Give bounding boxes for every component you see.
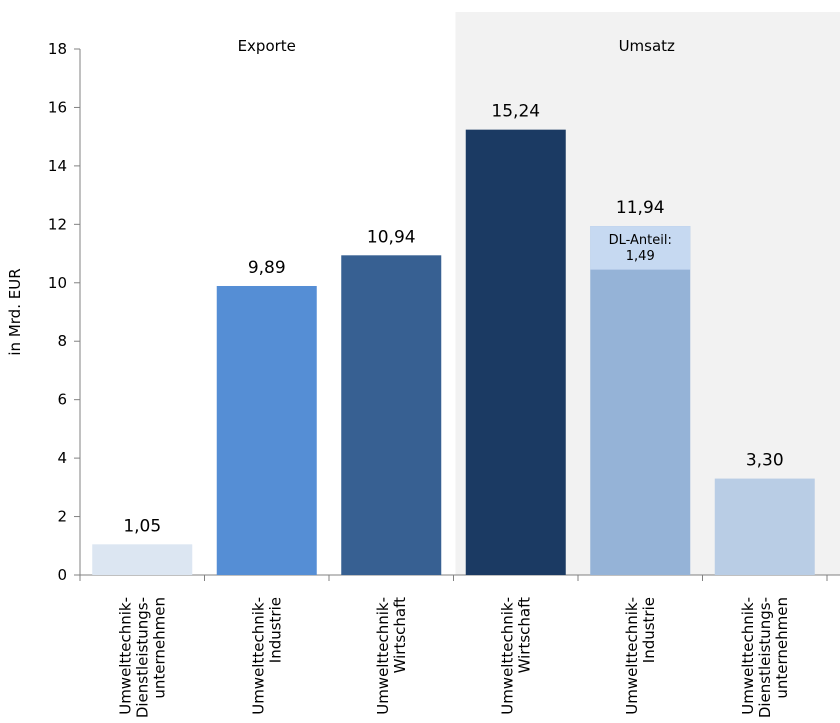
- data-label: 10,94: [367, 227, 416, 247]
- segment-label: 1,49: [626, 249, 655, 264]
- y-tick-label: 14: [48, 157, 67, 175]
- data-label: 3,30: [746, 451, 784, 471]
- category-label: unternehmen: [773, 597, 791, 699]
- y-tick-label: 4: [57, 449, 67, 467]
- segment-label: DL-Anteil:: [609, 233, 672, 248]
- y-tick-label: 6: [57, 391, 67, 409]
- bar: [590, 226, 691, 575]
- y-tick-label: 0: [57, 566, 67, 584]
- category-label: Umwelttechnik-: [739, 597, 757, 715]
- category-label: Umwelttechnik-: [374, 597, 392, 715]
- y-tick-label: 10: [48, 274, 67, 292]
- category-label: Wirtschaft: [515, 597, 533, 673]
- y-axis-title: in Mrd. EUR: [6, 268, 24, 355]
- data-label: 9,89: [248, 258, 286, 278]
- bar: [714, 478, 815, 575]
- bar: [465, 129, 566, 576]
- y-tick-label: 16: [48, 98, 67, 116]
- category-label: Umwelttechnik-: [116, 597, 134, 715]
- group-label-exporte: Exporte: [238, 37, 296, 55]
- category-label: Dienstleistungs-: [133, 597, 151, 718]
- category-label: Umwelttechnik-: [249, 597, 267, 715]
- category-label: Umwelttechnik-: [623, 597, 641, 715]
- data-label: 1,05: [123, 516, 161, 536]
- category-label: Umwelttechnik-: [498, 597, 516, 715]
- bar: [216, 285, 317, 575]
- category-label: unternehmen: [150, 597, 168, 699]
- y-tick-label: 8: [57, 332, 67, 350]
- data-label: 15,24: [491, 102, 540, 122]
- group-label-umsatz: Umsatz: [619, 37, 675, 55]
- y-tick-label: 2: [57, 508, 67, 526]
- bar: [341, 255, 442, 575]
- bar-segment-dl-anteil: [590, 226, 691, 270]
- y-tick-label: 12: [48, 215, 67, 233]
- category-label: Wirtschaft: [391, 597, 409, 673]
- category-label: Industrie: [266, 597, 284, 663]
- y-tick-label: 18: [48, 40, 67, 58]
- category-label: Dienstleistungs-: [756, 597, 774, 718]
- data-label: 11,94: [616, 198, 665, 218]
- category-label: Industrie: [640, 597, 658, 663]
- bar: [92, 544, 193, 575]
